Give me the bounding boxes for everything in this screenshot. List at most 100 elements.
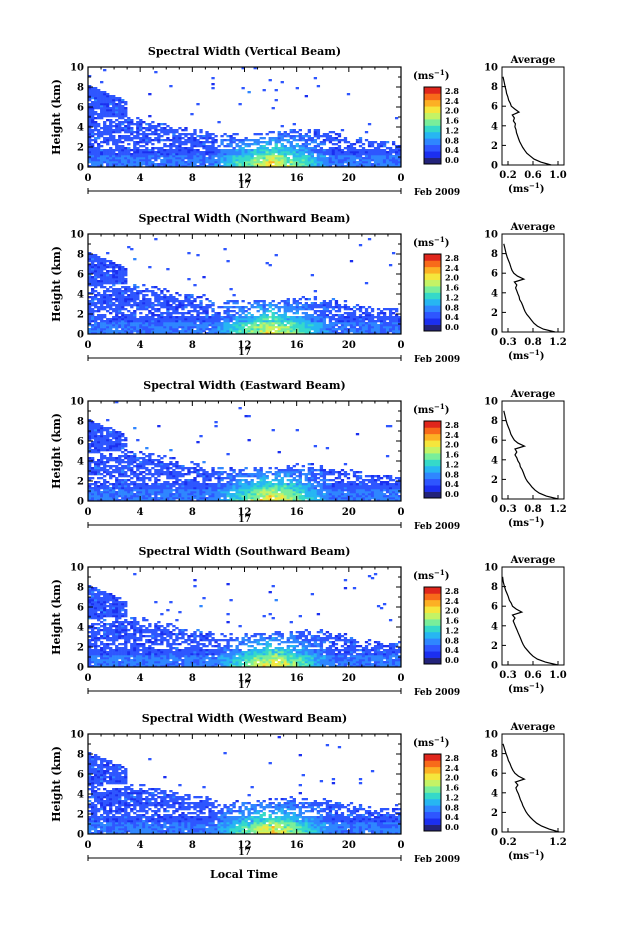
colorbar-tick-label: 1.6 (445, 783, 459, 793)
colorbar-step (424, 260, 441, 268)
avg-x-unit: (ms−1) (508, 348, 544, 362)
y-tick-label: 6 (77, 603, 84, 614)
colorbar-step (424, 798, 441, 806)
colorbar-step (424, 485, 441, 492)
heatmap-cells (88, 573, 402, 668)
colorbar-tick-label: 2.4 (445, 430, 459, 440)
average-panel: Average 0 2 4 6 8 10 0.3 0.6 1.0 (ms−1) (484, 555, 567, 695)
colorbar-tick-label: 0.4 (445, 812, 459, 822)
x-tick-label: 0 (398, 840, 405, 851)
colorbar-tick-label: 2.0 (445, 106, 459, 116)
avg-x-tick-label: 1.2 (549, 504, 566, 515)
avg-y-tick-label: 6 (491, 269, 498, 280)
average-frame (501, 233, 565, 333)
colorbar-step (424, 298, 441, 306)
avg-y-tick-label: 4 (491, 121, 498, 132)
colorbar-unit: (ms−1) (413, 735, 449, 749)
avg-x-tick-label: 1.2 (549, 337, 566, 348)
colorbar-tick-label: 2.8 (445, 420, 459, 430)
colorbar-step (424, 106, 441, 113)
colorbar-step (424, 619, 441, 626)
date-label: Feb 2009 (414, 688, 460, 698)
colorbar-step (424, 657, 441, 665)
x-tick-label: 12 (238, 173, 252, 184)
y-tick-label: 0 (77, 497, 84, 508)
colorbar-step (424, 824, 441, 832)
average-title: Average (510, 55, 556, 66)
colorbar-tick-label: 2.8 (445, 753, 459, 763)
colorbar-tick-label: 0.0 (445, 655, 459, 665)
colorbar-tick-label: 1.2 (445, 459, 459, 469)
avg-y-tick-label: 8 (491, 582, 498, 593)
colorbar-tick-label: 2.8 (445, 253, 459, 263)
colorbar-step (424, 433, 441, 441)
y-axis-label: Height (km) (50, 746, 63, 822)
date-label: Feb 2009 (414, 522, 460, 532)
day-label: 17 (238, 348, 251, 358)
avg-y-tick-label: 4 (491, 288, 498, 299)
colorbar-tick-label: 1.6 (445, 283, 459, 293)
x-tick-label: 0 (398, 673, 405, 684)
y-tick-label: 6 (77, 270, 84, 281)
x-tick-label: 8 (189, 673, 196, 684)
y-tick-label: 2 (77, 143, 84, 154)
y-tick-label: 8 (77, 417, 84, 428)
colorbar-step (424, 612, 441, 620)
avg-y-tick-label: 2 (491, 141, 498, 152)
y-tick-label: 10 (70, 563, 84, 574)
y-tick-label: 4 (77, 123, 84, 134)
colorbar-step (424, 93, 441, 101)
colorbar-step (424, 651, 441, 658)
average-title: Average (510, 555, 556, 566)
x-tick-label: 20 (342, 340, 356, 351)
average-panel: Average 0 2 4 6 8 10 0.3 0.8 1.2 (ms−1) (484, 222, 567, 362)
avg-y-tick-label: 8 (491, 749, 498, 760)
avg-x-tick-label: 0.6 (524, 170, 541, 181)
average-title: Average (510, 222, 556, 233)
colorbar-step (424, 754, 441, 761)
x-tick-label: 4 (137, 173, 144, 184)
panel-title: Spectral Width (Southward Beam) (138, 545, 350, 558)
y-tick-label: 10 (70, 730, 84, 741)
average-profile-line (503, 410, 559, 500)
colorbar-tick-label: 0.8 (445, 135, 459, 145)
x-tick-label: 4 (137, 840, 144, 851)
avg-y-tick-label: 2 (491, 808, 498, 819)
colorbar-tick-label: 2.0 (445, 273, 459, 283)
colorbar-step (424, 625, 441, 633)
avg-y-tick-label: 4 (491, 621, 498, 632)
colorbar-unit: (ms−1) (413, 568, 449, 582)
colorbar-step (424, 465, 441, 473)
panel-3: Spectral Width (Eastward Beam) 0 2 4 6 8 10 Hei… (50, 379, 567, 532)
colorbar-step (424, 453, 441, 460)
colorbar-tick-label: 2.4 (445, 263, 459, 273)
colorbar-step (424, 805, 441, 813)
avg-x-tick-label: 0.2 (499, 837, 516, 848)
colorbar-step (424, 606, 441, 613)
y-tick-label: 4 (77, 790, 84, 801)
avg-x-unit: (ms−1) (508, 681, 544, 695)
colorbar-unit: (ms−1) (413, 235, 449, 249)
date-label: Feb 2009 (414, 188, 460, 198)
colorbar-tick-label: 1.6 (445, 450, 459, 460)
avg-x-tick-label: 0.3 (499, 504, 516, 515)
avg-y-tick-label: 8 (491, 82, 498, 93)
colorbar-step (424, 324, 441, 332)
avg-y-tick-label: 2 (491, 475, 498, 486)
heatmap-cells (88, 736, 402, 835)
colorbar-step (424, 138, 441, 146)
y-tick-label: 8 (77, 83, 84, 94)
panel-title: Spectral Width (Eastward Beam) (143, 379, 345, 392)
colorbar-tick-label: 0.4 (445, 145, 459, 155)
x-tick-label: 8 (189, 507, 196, 518)
panel-title: Spectral Width (Northward Beam) (139, 212, 351, 225)
day-label: 17 (238, 515, 251, 525)
x-tick-label: 4 (137, 673, 144, 684)
colorbar-step (424, 266, 441, 274)
y-tick-label: 0 (77, 830, 84, 841)
average-title: Average (510, 389, 556, 400)
colorbar-step (424, 125, 441, 133)
colorbar-unit: (ms−1) (413, 402, 449, 416)
x-tick-label: 0 (398, 507, 405, 518)
y-tick-label: 6 (77, 770, 84, 781)
